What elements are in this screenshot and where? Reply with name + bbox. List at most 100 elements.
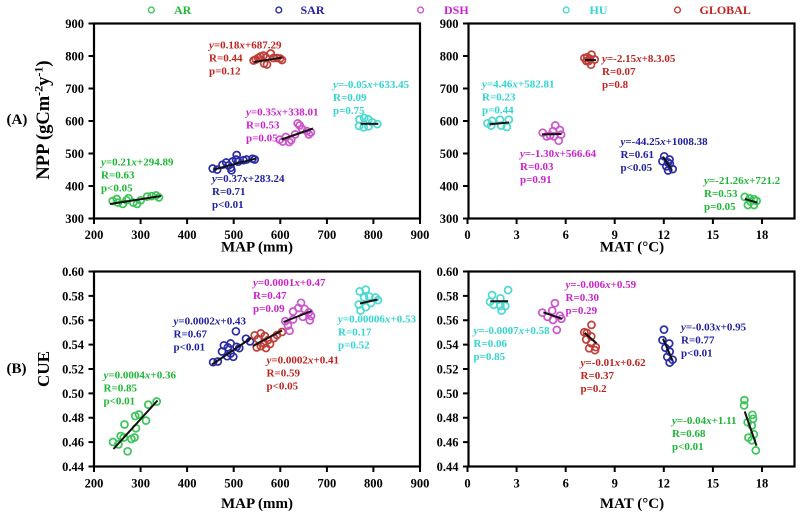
svg-text:MAT (°C): MAT (°C) (600, 240, 664, 256)
svg-text:300: 300 (440, 212, 459, 226)
svg-text:NPP (gCm-2y-1): NPP (gCm-2y-1) (32, 60, 55, 179)
svg-text:15: 15 (707, 477, 720, 491)
svg-text:p<0.05: p<0.05 (101, 182, 133, 194)
svg-text:300: 300 (65, 212, 84, 226)
svg-text:y=0.0002x+0.41: y=0.0002x+0.41 (265, 354, 339, 366)
svg-text:700: 700 (65, 82, 84, 96)
svg-text:0.50: 0.50 (62, 387, 84, 401)
svg-text:p=0.8: p=0.8 (602, 79, 629, 91)
svg-text:0.60: 0.60 (437, 265, 459, 279)
svg-text:0.44: 0.44 (62, 460, 85, 474)
svg-text:400: 400 (65, 179, 84, 193)
svg-text:y=0.0001x+0.47: y=0.0001x+0.47 (251, 277, 326, 289)
svg-text:GLOBAL: GLOBAL (700, 3, 751, 17)
svg-text:0.56: 0.56 (437, 314, 459, 328)
svg-text:900: 900 (65, 17, 84, 31)
svg-text:0.46: 0.46 (62, 436, 84, 450)
svg-text:y=-21.26x+721.2: y=-21.26x+721.2 (702, 175, 781, 187)
svg-text:600: 600 (440, 114, 459, 128)
svg-text:R=0.09: R=0.09 (333, 92, 367, 104)
svg-text:0.54: 0.54 (62, 338, 85, 352)
svg-text:R=0.67: R=0.67 (174, 328, 208, 340)
svg-text:12: 12 (658, 477, 671, 491)
svg-text:0.58: 0.58 (62, 289, 84, 303)
svg-text:3: 3 (513, 228, 519, 242)
svg-text:900: 900 (440, 17, 459, 31)
svg-text:0: 0 (464, 477, 470, 491)
svg-text:(A): (A) (7, 112, 28, 128)
svg-text:y=0.35x+338.01: y=0.35x+338.01 (244, 106, 318, 118)
svg-text:p=0.2: p=0.2 (581, 383, 608, 395)
svg-text:R=0.53: R=0.53 (246, 119, 280, 131)
svg-text:200: 200 (85, 477, 104, 491)
svg-text:R=0.44: R=0.44 (209, 52, 243, 64)
svg-text:R=0.63: R=0.63 (101, 169, 135, 181)
svg-text:SAR: SAR (301, 3, 325, 17)
svg-text:p=0.12: p=0.12 (209, 65, 241, 77)
svg-text:y=-0.04x+1.11: y=-0.04x+1.11 (670, 415, 737, 427)
svg-text:6: 6 (563, 477, 569, 491)
svg-text:p<0.01: p<0.01 (174, 341, 206, 353)
svg-text:R=0.06: R=0.06 (474, 338, 508, 350)
svg-text:y=-0.006x+0.59: y=-0.006x+0.59 (564, 279, 637, 291)
svg-text:p=0.09: p=0.09 (253, 303, 285, 315)
svg-text:y=0.0002x+0.43: y=0.0002x+0.43 (172, 315, 247, 327)
svg-text:R=0.59: R=0.59 (267, 367, 301, 379)
svg-text:p=0.85: p=0.85 (474, 351, 506, 363)
svg-text:(B): (B) (7, 361, 27, 377)
svg-text:9: 9 (612, 477, 618, 491)
svg-text:800: 800 (364, 477, 383, 491)
svg-text:400: 400 (440, 179, 459, 193)
svg-text:y=-0.01x+0.62: y=-0.01x+0.62 (579, 357, 647, 369)
svg-text:R=0.03: R=0.03 (520, 161, 554, 173)
svg-text:18: 18 (756, 228, 769, 242)
svg-text:y=4.46x+582.81: y=4.46x+582.81 (480, 78, 554, 90)
svg-text:R=0.37: R=0.37 (581, 370, 615, 382)
svg-text:R=0.85: R=0.85 (104, 382, 138, 394)
svg-text:18: 18 (756, 477, 769, 491)
svg-text:0.58: 0.58 (437, 289, 459, 303)
svg-text:300: 300 (131, 477, 150, 491)
svg-text:HU: HU (590, 3, 608, 17)
svg-text:p<0.01: p<0.01 (104, 395, 136, 407)
svg-text:p=0.75: p=0.75 (333, 105, 365, 117)
svg-text:y=0.37x+283.24: y=0.37x+283.24 (210, 173, 285, 185)
svg-text:p=0.52: p=0.52 (338, 339, 370, 351)
svg-text:CUE: CUE (34, 351, 53, 387)
svg-text:0.60: 0.60 (62, 265, 84, 279)
svg-text:500: 500 (224, 477, 243, 491)
svg-text:p<0.05: p<0.05 (621, 162, 653, 174)
svg-text:0.54: 0.54 (437, 338, 460, 352)
svg-text:MAT (°C): MAT (°C) (600, 496, 664, 512)
svg-text:R=0.68: R=0.68 (672, 428, 706, 440)
svg-text:p<0.05: p<0.05 (267, 380, 299, 392)
svg-text:400: 400 (178, 228, 197, 242)
svg-text:900: 900 (411, 228, 430, 242)
svg-text:15: 15 (707, 228, 720, 242)
svg-text:R=0.07: R=0.07 (602, 66, 636, 78)
svg-text:0: 0 (464, 228, 470, 242)
svg-text:300: 300 (131, 228, 150, 242)
svg-text:R=0.47: R=0.47 (253, 290, 287, 302)
svg-text:800: 800 (364, 228, 383, 242)
svg-text:p=0.05: p=0.05 (246, 132, 278, 144)
svg-text:3: 3 (513, 477, 519, 491)
svg-text:0.56: 0.56 (62, 314, 84, 328)
svg-text:R=0.61: R=0.61 (621, 149, 654, 161)
svg-text:0.44: 0.44 (437, 460, 460, 474)
svg-text:0.52: 0.52 (437, 362, 459, 376)
svg-text:R=0.53: R=0.53 (704, 188, 738, 200)
svg-text:p=0.05: p=0.05 (704, 201, 736, 213)
svg-text:600: 600 (271, 477, 290, 491)
svg-text:6: 6 (563, 228, 569, 242)
svg-text:y=-0.05x+633.45: y=-0.05x+633.45 (331, 79, 410, 91)
svg-text:y=-0.03x+0.95: y=-0.03x+0.95 (679, 321, 747, 333)
svg-text:R=0.77: R=0.77 (681, 334, 715, 346)
svg-text:AR: AR (174, 3, 192, 17)
svg-text:MAP (mm): MAP (mm) (221, 240, 293, 256)
svg-text:700: 700 (318, 228, 337, 242)
svg-text:0.50: 0.50 (437, 387, 459, 401)
svg-text:y=-0.0007x+0.58: y=-0.0007x+0.58 (472, 325, 551, 337)
svg-text:p=0.91: p=0.91 (520, 174, 552, 186)
svg-text:R=0.17: R=0.17 (338, 326, 372, 338)
